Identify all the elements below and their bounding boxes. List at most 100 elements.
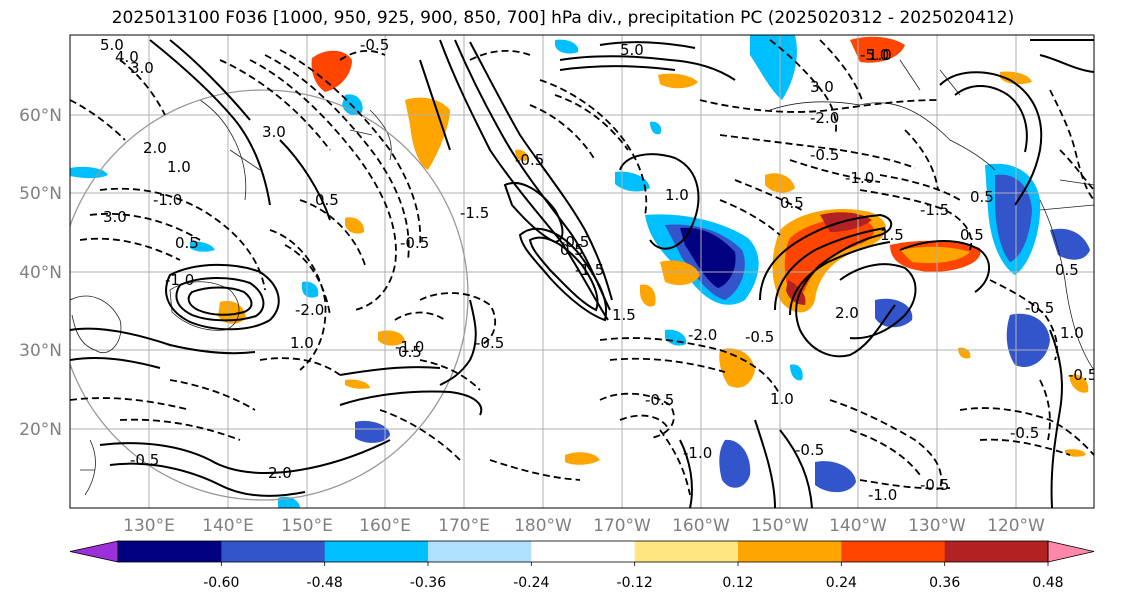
contour-label: 1.0 [770,390,794,408]
colorbar-min-arrow [69,540,119,563]
contour-label: 1.0 [868,46,892,64]
lon-label: 130°W [908,516,966,536]
contour-label: -0.5 [1025,299,1054,317]
contour-label: 5.0 [620,41,644,59]
contour-label: 0.5 [970,188,994,206]
contour-label: -5.0 [860,46,889,64]
contour-label: -0.5 [400,234,429,252]
lon-label: 160°W [672,516,730,536]
contour-label: -2.0 [295,301,324,319]
colorbar-segment [944,541,1049,562]
solid-contours [70,39,1094,508]
contour-label: 1.5 [880,226,904,244]
lat-label: 40°N [19,263,62,283]
colorbar-tick-label: -0.36 [410,575,446,591]
contour-label: 2.0 [143,139,167,157]
colorbar-frame [117,540,1049,563]
contour-label: 3.0 [262,123,286,141]
chart-title: 2025013100 F036 [1000, 950, 925, 900, 85… [111,8,1015,28]
contour-label: -1.5 [460,204,489,222]
lon-label: 140°W [829,516,887,536]
contour-label: 1.0 [1060,324,1084,342]
colorbar-segment [118,541,222,562]
colorbar [69,540,1095,563]
contour-label: 3.0 [103,208,127,226]
colorbar-tick-label: -0.12 [617,575,653,591]
contour-label: -1.0 [395,338,424,356]
contour-label: 1.0 [167,158,191,176]
dashed-contours [70,39,1094,496]
colorbar-max-arrow [1047,540,1095,563]
contour-label: 0.5 [560,241,584,259]
contour-label: -0.5 [130,451,159,469]
contour-label: -0.5 [810,146,839,164]
contour-label: -1.5 [575,261,604,279]
contour-label: -0.5 [920,476,949,494]
colorbar-segment [428,541,532,562]
contour-label: -1.0 [845,169,874,187]
lon-label: 170°E [438,516,490,536]
contour-label: 0.5 [315,191,339,209]
colorbar-segment [324,541,429,562]
lon-label: 120°W [987,516,1045,536]
contour-label: -0.5 [515,151,544,169]
lon-label: 170°W [593,516,651,536]
lat-label: 20°N [19,420,62,440]
contour-label: 1.0 [665,186,689,204]
contour-label: -1.0 [683,444,712,462]
contour-label: -1.0 [868,486,897,504]
contour-label: -0.5 [795,441,824,459]
colorbar-tick-label: 0.48 [1032,575,1063,591]
colorbar-tick-label: -0.48 [307,575,343,591]
colorbar-segment [841,541,946,562]
colorbar-segment [531,541,636,562]
lon-label: 180°W [514,516,572,536]
colorbar-tick-label: 0.24 [826,575,857,591]
contour-label: 1.0 [290,334,314,352]
colorbar-tick-label: -0.24 [513,575,549,591]
contour-label: 1.5 [612,306,636,324]
lat-label: 30°N [19,341,62,361]
lon-label: 150°E [281,516,333,536]
contour-label: -1.5 [920,201,949,219]
contour-label: 0.5 [1055,261,1079,279]
lon-label: 140°E [202,516,254,536]
contour-label: -0.5 [745,328,774,346]
contour-label: 0.5 [398,343,422,361]
map-frame [69,34,1095,509]
contour-label: -1.0 [165,271,194,289]
contour-label: -0.5 [360,36,389,54]
contour-labels: 5.04.03.0-0.5 5.0 -5.02.01.00.5-1.0-1.5-2.… [100,36,1097,504]
lon-label: 160°E [359,516,411,536]
lat-label: 60°N [19,106,62,126]
contour-label: 0.5 [175,234,199,252]
contour-label: 4.0 [115,48,139,66]
contour-label: -0.5 [645,391,674,409]
longitude-labels: 130°E 140°E 150°E 160°E 170°E 180°W 170°W 160°W… [123,516,1045,536]
colorbar-tick-label: -0.60 [203,575,239,591]
map-gridlines [70,35,1094,508]
contour-label: 2.0 [835,304,859,322]
contour-label: -0.5 [475,334,504,352]
contour-label: 2.0 [268,464,292,482]
contour-label: -2.0 [688,326,717,344]
colorbar-tick-label: 0.36 [929,575,960,591]
lat-label: 50°N [19,184,62,204]
contour-label: 0.5 [960,226,984,244]
contour-label: 3.0 [130,59,154,77]
contour-label: 3.0 [810,78,834,96]
contour-label: -2.0 [810,109,839,127]
lon-label: 150°W [751,516,809,536]
colorbar-tick-label: 0.12 [722,575,753,591]
latitude-labels: 60°N 50°N 40°N 30°N 20°N [19,106,62,440]
colorbar-segment [221,541,326,562]
colorbar-segment [634,541,739,562]
contour-label: 5.0 [100,36,124,54]
contour-label: -1.0 [153,191,182,209]
colorbar-ticks: -0.60 -0.48 -0.36 -0.24 -0.12 0.12 0.24 0.36 0.4… [203,562,1064,591]
contour-label: -0.5 [1068,366,1097,384]
contour-label: 0.5 [780,194,804,212]
contour-label: -0.5 [560,233,589,251]
colorbar-segment [738,541,842,562]
